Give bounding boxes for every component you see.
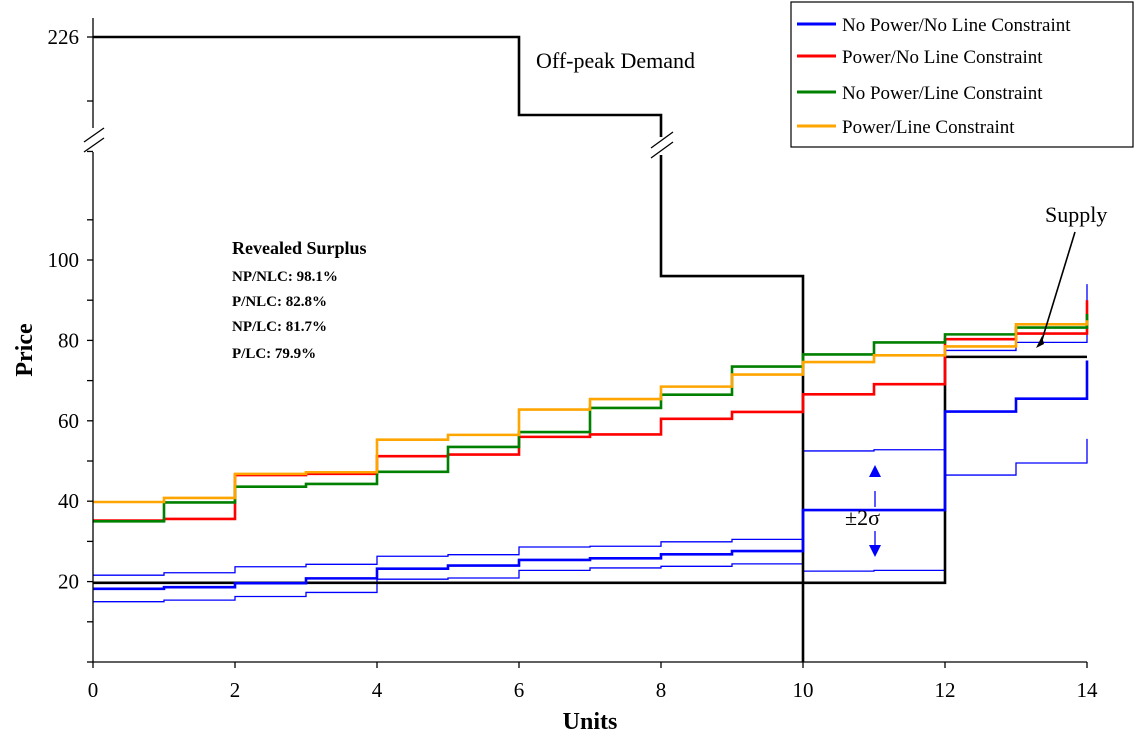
surplus-line: P/NLC: 82.8% (232, 294, 327, 310)
series-p-lc (93, 320, 1089, 504)
x-tick-label: 2 (230, 678, 241, 702)
y-axis-title: Price (12, 323, 38, 377)
supply-label: Supply (1045, 202, 1107, 227)
supply-pointer (1041, 231, 1076, 341)
sigma-band-line (93, 438, 1088, 603)
surplus-line: NP/LC: 81.7% (232, 319, 327, 335)
legend-label-np-nlc: No Power/No Line Constraint (842, 15, 1071, 36)
demand-label: Off-peak Demand (536, 48, 695, 73)
y-axis-break-mark (83, 137, 105, 153)
x-axis-title: Units (563, 709, 618, 735)
legend-label-p-lc: Power/Line Constraint (842, 117, 1015, 138)
y-tick-label: 60 (58, 409, 79, 433)
x-tick-label: 4 (372, 678, 383, 702)
surplus-title: Revealed Surplus (232, 238, 367, 258)
demand-line (93, 35, 805, 662)
supply-line (93, 355, 1087, 585)
y-tick-label-break: 226 (48, 25, 80, 49)
supply-pointer-head (1036, 336, 1044, 348)
demand-break-mark (650, 141, 674, 159)
legend-box (790, 1, 1134, 148)
x-tick-label: 0 (88, 678, 99, 702)
surplus-line: P/LC: 79.9% (232, 346, 316, 362)
series-np-lc (93, 313, 1089, 523)
y-tick-label: 40 (58, 489, 79, 513)
x-tick-label: 14 (1077, 678, 1099, 702)
sigma-arrow-down-head (869, 545, 881, 557)
legend-label-p-nlc: Power/No Line Constraint (842, 47, 1043, 68)
sigma-arrow-up-head (869, 465, 881, 477)
y-axis-break-mark (83, 127, 105, 143)
x-tick-label: 12 (935, 678, 956, 702)
x-tick-label: 8 (656, 678, 667, 702)
series-np-nlc (93, 360, 1089, 591)
legend-label-np-lc: No Power/Line Constraint (842, 83, 1043, 104)
y-tick-label: 80 (58, 328, 79, 352)
surplus-line: NP/NLC: 98.1% (232, 269, 338, 285)
x-tick-label: 6 (514, 678, 525, 702)
legend: No Power/No Line Constraint Power/No Lin… (790, 1, 1134, 148)
x-tick-label: 10 (793, 678, 814, 702)
demand-break-mark (650, 131, 674, 149)
y-tick-label: 20 (58, 570, 79, 594)
y-tick-label: 100 (48, 248, 80, 272)
demand-gap (653, 137, 669, 155)
sigma-label: ±2σ (845, 505, 880, 530)
